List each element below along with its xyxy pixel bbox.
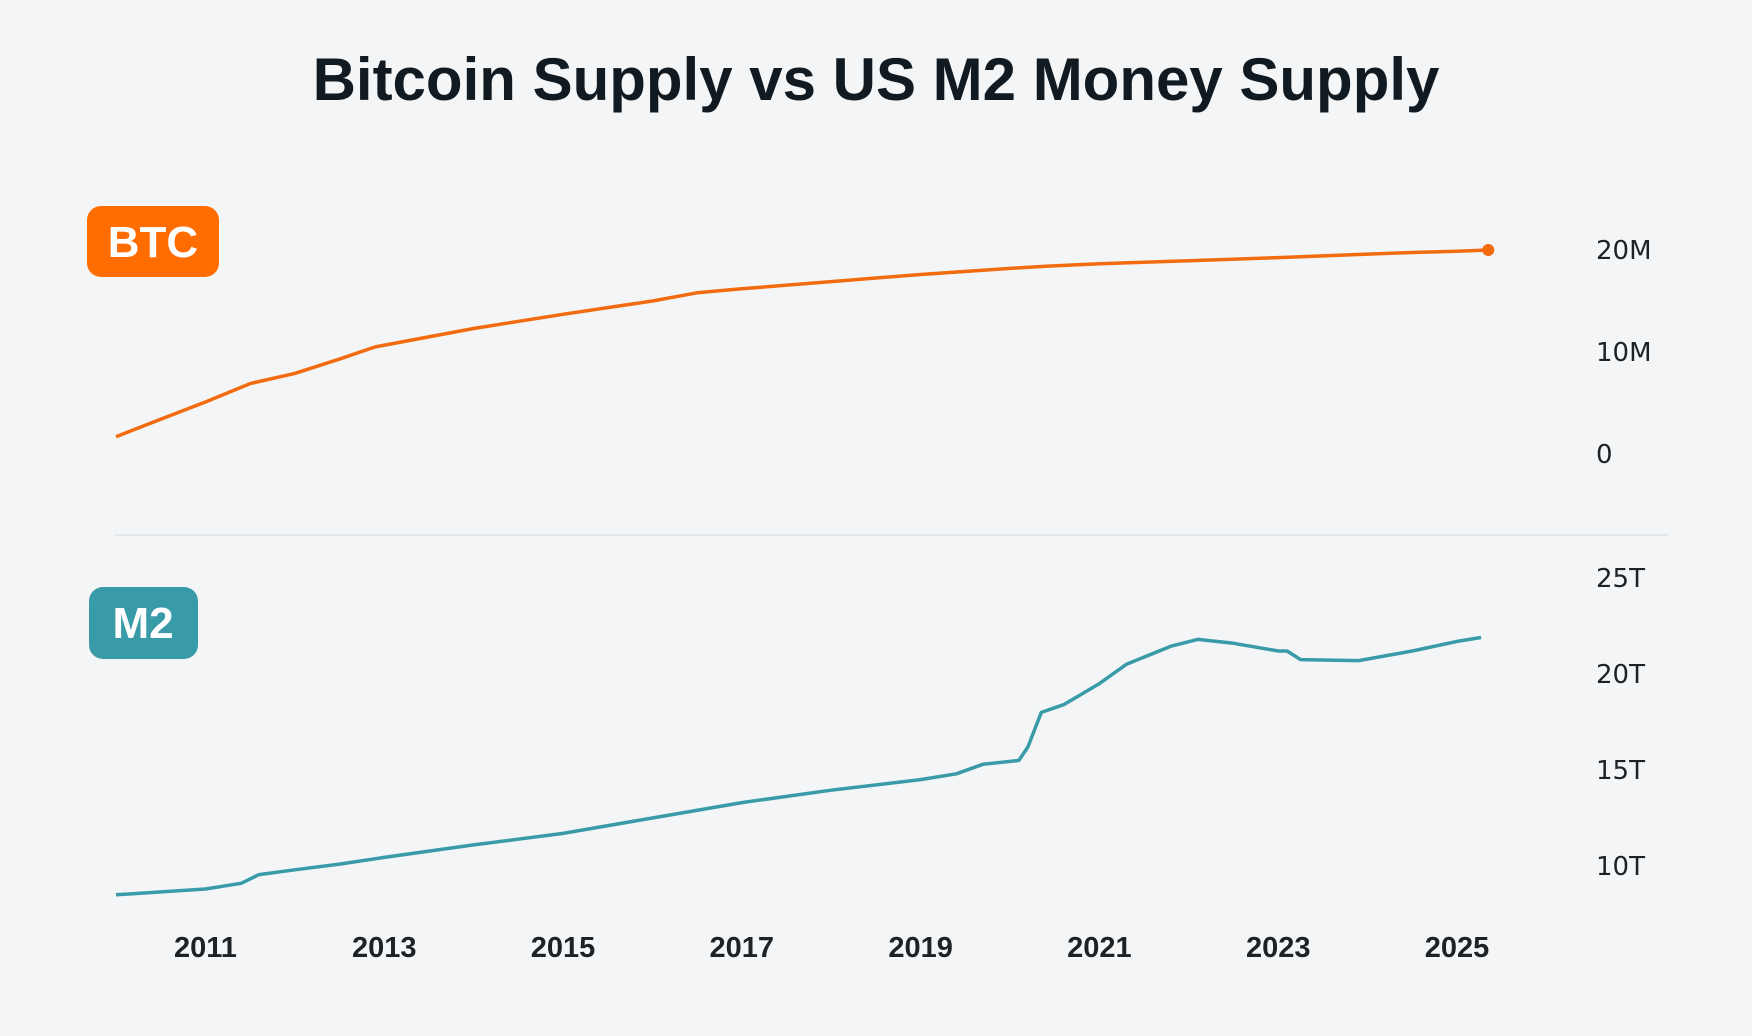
x-axis: 2011 2013 2015 2017 2019 2021 2023 2025 bbox=[174, 932, 1489, 964]
btc-panel: BTC 0 10M 20M bbox=[87, 206, 1652, 470]
btc-y-tick-label: 0 bbox=[1596, 440, 1613, 470]
m2-y-tick-label: 20T bbox=[1596, 660, 1645, 690]
btc-badge bbox=[87, 206, 219, 277]
chart-title: Bitcoin Supply vs US M2 Money Supply bbox=[313, 46, 1440, 113]
m2-y-tick-label: 15T bbox=[1596, 756, 1645, 786]
x-tick-label: 2017 bbox=[710, 932, 775, 964]
x-tick-label: 2021 bbox=[1067, 932, 1132, 964]
btc-y-tick-label: 10M bbox=[1596, 338, 1652, 368]
x-tick-label: 2011 bbox=[174, 932, 237, 964]
btc-y-tick-label: 20M bbox=[1596, 236, 1652, 266]
m2-badge-label: M2 bbox=[112, 599, 173, 648]
btc-series-line bbox=[115, 248, 1489, 439]
m2-y-tick-label: 25T bbox=[1596, 564, 1645, 594]
x-tick-label: 2015 bbox=[531, 932, 596, 964]
btc-badge-label: BTC bbox=[108, 218, 198, 267]
m2-y-tick-label: 10T bbox=[1596, 852, 1645, 882]
x-tick-label: 2023 bbox=[1246, 932, 1311, 964]
x-tick-label: 2025 bbox=[1425, 932, 1490, 964]
x-tick-label: 2013 bbox=[352, 932, 417, 964]
m2-badge bbox=[89, 587, 198, 659]
m2-panel: M2 10T 15T 20T 25T bbox=[89, 564, 1645, 897]
btc-end-marker bbox=[1482, 244, 1495, 256]
m2-series-line bbox=[115, 635, 1482, 897]
x-tick-label: 2019 bbox=[888, 932, 953, 964]
